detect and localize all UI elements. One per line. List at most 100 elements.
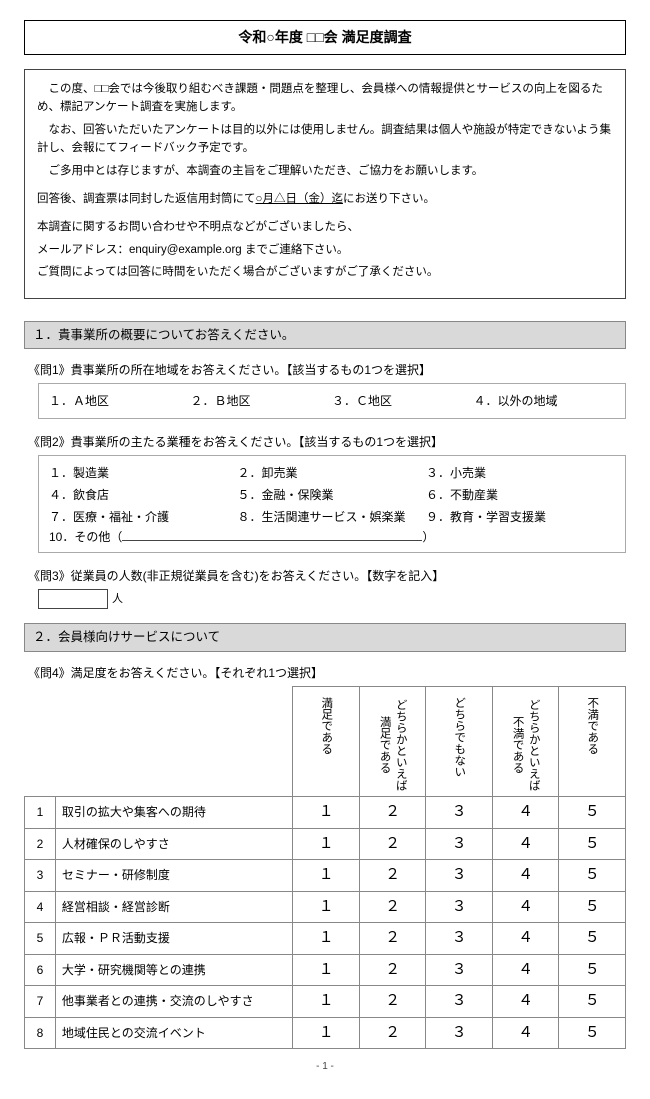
table-row: 1取引の拡大や集客への期待１２３４５ [25, 797, 626, 829]
row-label: 他事業者との連携・交流のしやすさ [55, 986, 293, 1018]
scale-cell[interactable]: １ [293, 860, 360, 892]
scale-cell[interactable]: ５ [559, 891, 626, 923]
scale-cell[interactable]: ４ [492, 1017, 559, 1049]
row-label: 取引の拡大や集客への期待 [55, 797, 293, 829]
row-num: 6 [25, 954, 56, 986]
scale-cell[interactable]: ５ [559, 797, 626, 829]
scale-cell[interactable]: ３ [426, 954, 493, 986]
section-1-header: １．貴事業所の概要についてお答えください。 [24, 321, 626, 350]
row-label: 地域住民との交流イベント [55, 1017, 293, 1049]
q1-options: １．Ａ地区２．Ｂ地区３．Ｃ地区４．以外の地域 [38, 383, 626, 419]
q2-options: １．製造業２．卸売業３．小売業 ４．飲食店５．金融・保険業６．不動産業 ７．医療・福… [38, 455, 626, 553]
q3-unit: 人 [112, 593, 123, 605]
scale-cell[interactable]: ３ [426, 986, 493, 1018]
q2-option[interactable]: ５．金融・保険業 [237, 484, 425, 506]
scale-cell[interactable]: ３ [426, 891, 493, 923]
row-num: 1 [25, 797, 56, 829]
row-num: 8 [25, 1017, 56, 1049]
q4-col-header: 満足である [293, 687, 360, 797]
scale-cell[interactable]: ３ [426, 860, 493, 892]
scale-cell[interactable]: ５ [559, 954, 626, 986]
row-label: セミナー・研修制度 [55, 860, 293, 892]
scale-cell[interactable]: ２ [359, 986, 426, 1018]
q4-col-header: どちらかといえば 不満である [492, 687, 559, 797]
table-row: 7他事業者との連携・交流のしやすさ１２３４５ [25, 986, 626, 1018]
row-label: 広報・ＰＲ活動支援 [55, 923, 293, 955]
scale-cell[interactable]: １ [293, 986, 360, 1018]
scale-cell[interactable]: ２ [359, 923, 426, 955]
table-row: 5広報・ＰＲ活動支援１２３４５ [25, 923, 626, 955]
row-num: 4 [25, 891, 56, 923]
row-label: 経営相談・経営診断 [55, 891, 293, 923]
table-row: 8地域住民との交流イベント１２３４５ [25, 1017, 626, 1049]
q2-label: 《問2》貴事業所の主たる業種をお答えください。【該当するもの1つを選択】 [28, 433, 626, 451]
scale-cell[interactable]: １ [293, 891, 360, 923]
scale-cell[interactable]: １ [293, 1017, 360, 1049]
row-num: 3 [25, 860, 56, 892]
scale-cell[interactable]: １ [293, 828, 360, 860]
intro-p5: 本調査に関するお問い合わせや不明点などがございましたら、 [37, 218, 613, 236]
q2-other-input[interactable] [122, 540, 422, 541]
q2-option[interactable]: ６．不動産業 [426, 484, 614, 506]
scale-cell[interactable]: ２ [359, 860, 426, 892]
q2-option[interactable]: ８．生活関連サービス・娯楽業 [237, 506, 425, 528]
survey-title: 令和○年度 □□会 満足度調査 [24, 20, 626, 55]
scale-cell[interactable]: ４ [492, 797, 559, 829]
scale-cell[interactable]: １ [293, 797, 360, 829]
table-row: 6大学・研究機関等との連携１２３４５ [25, 954, 626, 986]
scale-cell[interactable]: ５ [559, 986, 626, 1018]
q2-other-suffix: ） [422, 530, 434, 544]
q2-option[interactable]: １．製造業 [49, 462, 237, 484]
row-num: 5 [25, 923, 56, 955]
table-row: 4経営相談・経営診断１２３４５ [25, 891, 626, 923]
q4-col-header: 不満である [559, 687, 626, 797]
intro-box: この度、□□会では今後取り組むべき課題・問題点を整理し、会員様への情報提供とサー… [24, 69, 626, 299]
scale-cell[interactable]: ５ [559, 828, 626, 860]
scale-cell[interactable]: ２ [359, 828, 426, 860]
row-num: 2 [25, 828, 56, 860]
scale-cell[interactable]: ５ [559, 1017, 626, 1049]
q2-other: 10．その他（） [49, 528, 615, 546]
q2-option[interactable]: ３．小売業 [426, 462, 614, 484]
scale-cell[interactable]: ４ [492, 986, 559, 1018]
q2-option[interactable]: ２．卸売業 [237, 462, 425, 484]
q2-option[interactable]: ７．医療・福祉・介護 [49, 506, 237, 528]
q4-label: 《問4》満足度をお答えください。【それぞれ1つ選択】 [28, 664, 626, 682]
scale-cell[interactable]: ２ [359, 954, 426, 986]
scale-cell[interactable]: ３ [426, 923, 493, 955]
scale-cell[interactable]: ２ [359, 891, 426, 923]
scale-cell[interactable]: ４ [492, 923, 559, 955]
scale-cell[interactable]: ４ [492, 954, 559, 986]
scale-cell[interactable]: ２ [359, 797, 426, 829]
scale-cell[interactable]: ４ [492, 828, 559, 860]
scale-cell[interactable]: １ [293, 954, 360, 986]
scale-cell[interactable]: ４ [492, 860, 559, 892]
q1-option[interactable]: １．Ａ地区 [49, 390, 191, 412]
q1-label: 《問1》貴事業所の所在地域をお答えください。【該当するもの1つを選択】 [28, 361, 626, 379]
scale-cell[interactable]: １ [293, 923, 360, 955]
scale-cell[interactable]: ５ [559, 860, 626, 892]
intro-p1: この度、□□会では今後取り組むべき課題・問題点を整理し、会員様への情報提供とサー… [37, 80, 613, 117]
intro-p3: ご多用中とは存じますが、本調査の主旨をご理解いただき、ご協力をお願いします。 [37, 162, 613, 180]
q4-col-header: どちらでもない [426, 687, 493, 797]
scale-cell[interactable]: ３ [426, 1017, 493, 1049]
row-label: 大学・研究機関等との連携 [55, 954, 293, 986]
q2-option[interactable]: ９．教育・学習支援業 [426, 506, 614, 528]
scale-cell[interactable]: ２ [359, 1017, 426, 1049]
q1-option[interactable]: ３．Ｃ地区 [332, 390, 474, 412]
row-label: 人材確保のしやすさ [55, 828, 293, 860]
scale-cell[interactable]: ３ [426, 828, 493, 860]
table-row: 3セミナー・研修制度１２３４５ [25, 860, 626, 892]
intro-deadline: 回答後、調査票は同封した返信用封筒にて○月△日（金）迄にお送り下さい。 [37, 190, 613, 208]
q1-option[interactable]: ２．Ｂ地区 [191, 390, 333, 412]
intro-deadline-underline: ○月△日（金）迄 [256, 193, 343, 205]
scale-cell[interactable]: ４ [492, 891, 559, 923]
scale-cell[interactable]: ５ [559, 923, 626, 955]
intro-p7: ご質問によっては回答に時間をいただく場合がございますがご了承ください。 [37, 263, 613, 281]
q1-option[interactable]: ４．以外の地域 [474, 390, 616, 412]
scale-cell[interactable]: ３ [426, 797, 493, 829]
q4-table: 満足であるどちらかといえば 満足であるどちらでもないどちらかといえば 不満である… [24, 686, 626, 1049]
q2-option[interactable]: ４．飲食店 [49, 484, 237, 506]
q3-input[interactable] [38, 589, 108, 609]
intro-email: メールアドレス：enquiry@example.org までご連絡下さい。 [37, 241, 613, 259]
